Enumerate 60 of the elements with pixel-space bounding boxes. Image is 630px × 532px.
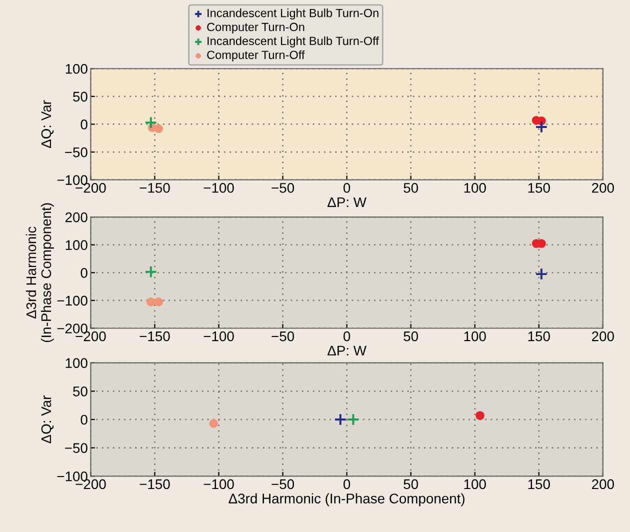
x-tick-label: −150 (140, 331, 170, 342)
legend-label: Computer Turn-Off (207, 50, 305, 62)
point (535, 268, 548, 280)
x-tick-label: −50 (272, 479, 294, 490)
y-tick-label: −50 (65, 443, 88, 453)
point (476, 411, 484, 420)
y-tick-label: 0 (80, 268, 88, 278)
y-tick-label: 100 (66, 64, 88, 74)
y-tick-label: −100 (57, 175, 88, 185)
y-tick-label: −50 (65, 147, 88, 158)
x-tick-label: −50 (272, 182, 294, 193)
y-tick-label: 50 (73, 386, 88, 396)
x-tick-label: 0 (343, 479, 350, 490)
point (209, 419, 218, 428)
point (535, 120, 548, 134)
legend-label: Computer Turn-On (207, 22, 304, 34)
point (146, 297, 156, 306)
y-tick-label: 100 (66, 358, 88, 368)
y-axis-title: ΔQ: Var (41, 396, 54, 444)
x-tick-label: −150 (140, 182, 170, 193)
x-tick-label: −100 (204, 331, 234, 342)
x-tick-label: −100 (204, 182, 234, 193)
point (346, 413, 360, 426)
point (154, 124, 163, 134)
x-tick-label: 100 (464, 479, 486, 490)
y-tick-label: −100 (57, 296, 88, 306)
y-axis-title: ΔQ: Var (41, 100, 54, 148)
x-tick-label: 200 (592, 331, 614, 342)
y-tick-label: 100 (66, 240, 88, 250)
y-axis-title: Δ3rd Harmonic (In-Phase Component) (26, 203, 54, 342)
legend-label: Incandescent Light Bulb Turn-On (208, 8, 378, 20)
x-tick-label: −150 (140, 479, 170, 490)
x-tick-label: 150 (528, 182, 550, 193)
point (334, 413, 347, 426)
x-tick-label: −100 (204, 479, 234, 490)
y-tick-label: −100 (57, 471, 88, 482)
x-axis-title: Δ3rd Harmonic (In-Phase Component) (228, 493, 464, 506)
y-tick-label: 0 (80, 414, 88, 425)
x-tick-label: 200 (592, 479, 614, 490)
x-tick-label: 50 (404, 182, 418, 193)
x-tick-label: 100 (464, 331, 486, 342)
point (154, 297, 163, 306)
x-tick-label: 0 (343, 182, 350, 193)
point (144, 265, 158, 278)
x-tick-label: 50 (404, 479, 418, 490)
x-tick-label: −50 (272, 331, 294, 342)
point (144, 116, 158, 129)
x-axis-title: ΔP: W (328, 197, 366, 207)
x-tick-label: 100 (464, 182, 486, 193)
legend-label: Incandescent Light Bulb Turn-Off (208, 36, 379, 48)
x-tick-label: 200 (592, 182, 614, 193)
x-axis-title: ΔP: W (328, 346, 366, 356)
x-tick-label: 150 (528, 331, 550, 342)
y-tick-label: 0 (80, 120, 88, 130)
y-tick-label: −200 (57, 324, 88, 334)
x-tick-label: 0 (343, 331, 350, 342)
y-tick-label: 50 (73, 92, 88, 102)
x-tick-label: 50 (404, 331, 418, 342)
y-tick-label: 200 (65, 212, 88, 222)
x-tick-label: 150 (528, 479, 550, 490)
